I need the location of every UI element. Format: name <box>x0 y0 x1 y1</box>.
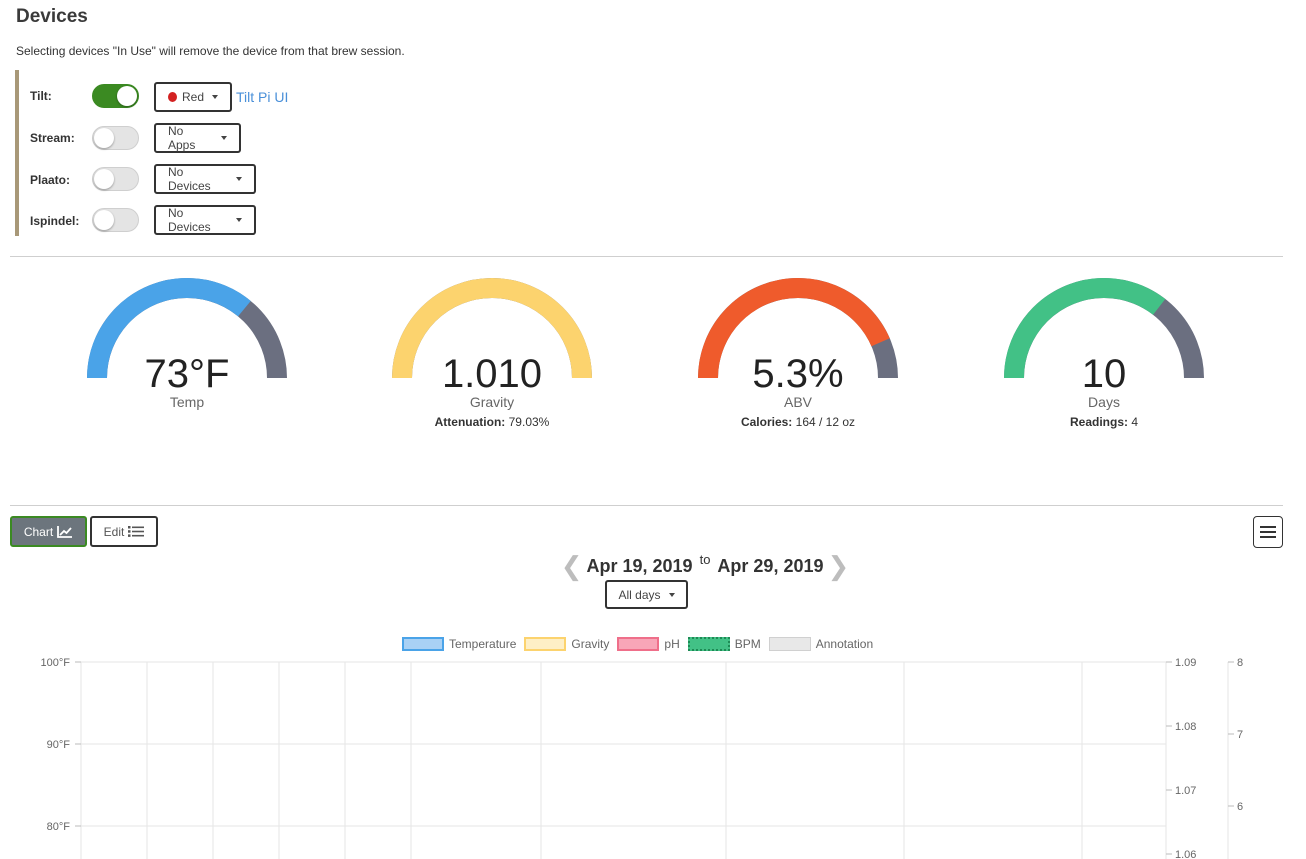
ispindel-devices-label: No Devices <box>168 206 211 234</box>
gauge-extra: Attenuation: 79.03% <box>434 415 550 429</box>
y-right1-tick-label: 1.07 <box>1175 785 1196 797</box>
stream-apps-label: No Apps <box>168 124 196 152</box>
legend-swatch <box>402 637 444 651</box>
y-right1-tick-label: 1.08 <box>1175 721 1196 733</box>
y-right2-tick-label: 6 <box>1237 801 1243 813</box>
caret-down-icon <box>212 95 218 99</box>
y-right2-tick-label: 8 <box>1237 657 1243 669</box>
date-start: Apr 19, 2019 <box>586 555 693 576</box>
plaato-toggle[interactable] <box>92 167 139 191</box>
legend-swatch <box>768 637 811 651</box>
date-to: to <box>699 551 711 567</box>
stream-apps-dropdown[interactable]: No Apps <box>154 123 241 153</box>
y-left-tick-label: 100°F <box>41 657 71 669</box>
legend-label: Temperature <box>449 637 517 651</box>
y-right1-tick-label: 1.09 <box>1175 657 1196 669</box>
chart-plot: 100°F 90°F 80°F 1.09 1.08 1.07 1.06 8 7 … <box>41 657 1243 859</box>
chart-legend: Temperature Gravity pH BPM Annotation <box>402 637 881 651</box>
red-dot-icon <box>168 92 177 102</box>
chart-button-label: Chart <box>23 524 54 539</box>
divider <box>10 256 1283 257</box>
line-chart-icon <box>57 526 73 538</box>
tilt-toggle[interactable] <box>92 84 139 108</box>
page-title: Devices <box>16 6 88 27</box>
chart-menu-button[interactable] <box>1253 516 1283 548</box>
edit-view-button[interactable]: Edit <box>90 516 158 547</box>
legend-item-bpm[interactable]: BPM <box>687 637 761 651</box>
divider <box>10 505 1283 506</box>
gauge-label: Gravity <box>469 394 515 410</box>
gauge-gravity: 1.010 Gravity Attenuation: 79.03% <box>387 270 597 440</box>
device-label-tilt: Tilt: <box>30 89 52 103</box>
legend-label: Gravity <box>571 637 610 651</box>
page-subtitle: Selecting devices "In Use" will remove t… <box>16 44 405 58</box>
toggle-knob <box>94 169 114 189</box>
gauge-value: 1.010 <box>441 352 543 396</box>
toggle-knob <box>117 86 137 106</box>
caret-down-icon <box>668 592 675 597</box>
axis-ticks <box>75 661 1234 855</box>
chevron-right-icon[interactable]: ❯ <box>827 550 850 581</box>
gauge-arc <box>698 278 898 379</box>
gauge-label: Days <box>1088 394 1120 410</box>
legend-label: BPM <box>734 637 761 651</box>
stream-toggle[interactable] <box>92 126 139 150</box>
date-range: ❮ Apr 19, 2019 to Apr 29, 2019 ❯ <box>560 551 850 581</box>
gauge-days: 10 Days Readings: 4 <box>999 270 1209 440</box>
edit-button-label: Edit <box>103 524 125 539</box>
gauge-abv: 5.3% ABV Calories: 164 / 12 oz <box>693 270 903 440</box>
y-left-tick-label: 80°F <box>47 821 71 833</box>
gauge-value: 10 <box>1081 352 1127 396</box>
gauge-label: ABV <box>783 394 812 410</box>
gauge-extra: Readings: 4 <box>1069 415 1139 429</box>
legend-label: pH <box>664 637 680 651</box>
list-icon <box>128 526 145 537</box>
caret-down-icon <box>221 136 227 140</box>
period-dropdown[interactable]: All days <box>605 580 688 609</box>
chart-view-button[interactable]: Chart <box>10 516 87 547</box>
period-dropdown-label: All days <box>618 587 661 602</box>
gauge-temp: 73°F Temp <box>82 270 292 440</box>
toggle-knob <box>94 210 114 230</box>
ispindel-toggle[interactable] <box>92 208 139 232</box>
legend-swatch <box>687 637 730 651</box>
device-label-stream: Stream: <box>30 131 75 145</box>
y-right2-tick-label: 7 <box>1237 729 1243 741</box>
gauge-extra: Calories: 164 / 12 oz <box>740 415 856 429</box>
caret-down-icon <box>236 218 242 222</box>
y-right1-tick-label: 1.06 <box>1175 849 1196 859</box>
date-end: Apr 29, 2019 <box>717 555 824 576</box>
gauge-arc <box>392 277 592 379</box>
gauge-value: 73°F <box>144 352 230 396</box>
tilt-color-label: Red <box>181 90 204 104</box>
devices-panel-border <box>15 70 19 236</box>
y-left-tick-label: 90°F <box>47 739 71 751</box>
device-label-ispindel: Ispindel: <box>30 214 80 228</box>
gauge-arc <box>87 278 287 379</box>
chevron-left-icon[interactable]: ❮ <box>560 550 583 581</box>
plaato-devices-dropdown[interactable]: No Devices <box>154 164 256 194</box>
device-label-plaato: Plaato: <box>30 173 71 187</box>
chart-gridlines <box>80 661 1229 859</box>
legend-item-gravity[interactable]: Gravity <box>524 637 609 651</box>
ispindel-devices-dropdown[interactable]: No Devices <box>154 205 256 235</box>
gauge-label: Temp <box>169 394 205 410</box>
plaato-devices-label: No Devices <box>168 165 211 193</box>
caret-down-icon <box>236 177 242 181</box>
hamburger-icon <box>1260 526 1276 538</box>
gauge-value: 5.3% <box>752 352 844 396</box>
toggle-knob <box>94 128 114 148</box>
gauge-arc <box>1004 278 1204 379</box>
legend-swatch <box>617 637 660 651</box>
legend-item-temperature[interactable]: Temperature <box>402 637 516 651</box>
legend-label: Annotation <box>815 637 874 651</box>
tilt-color-dropdown[interactable]: Red <box>154 82 232 112</box>
legend-swatch <box>524 637 567 651</box>
tilt-pi-ui-link[interactable]: Tilt Pi UI <box>236 89 289 105</box>
legend-item-ph[interactable]: pH <box>617 637 680 651</box>
legend-item-annotation[interactable]: Annotation <box>768 637 874 651</box>
